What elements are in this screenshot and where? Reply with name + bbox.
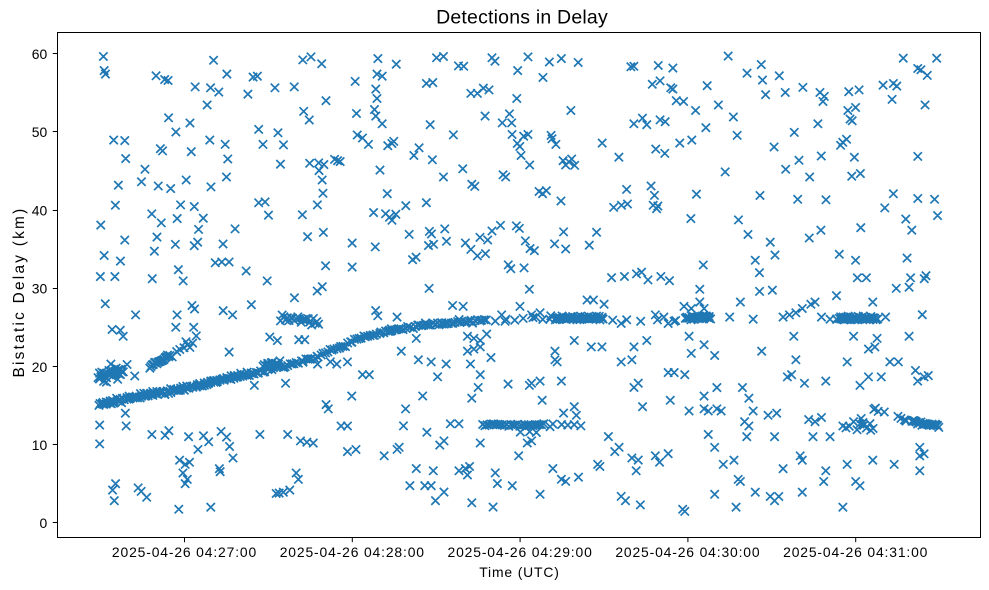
svg-text:2025-04-26 04:30:00: 2025-04-26 04:30:00 bbox=[615, 544, 760, 560]
svg-text:20: 20 bbox=[32, 359, 48, 375]
svg-text:2025-04-26 04:31:00: 2025-04-26 04:31:00 bbox=[783, 544, 928, 560]
svg-text:2025-04-26 04:27:00: 2025-04-26 04:27:00 bbox=[112, 544, 257, 560]
svg-text:Time (UTC): Time (UTC) bbox=[479, 564, 560, 580]
svg-text:60: 60 bbox=[32, 46, 48, 62]
svg-text:Bistatic Delay (km): Bistatic Delay (km) bbox=[11, 206, 28, 377]
svg-text:30: 30 bbox=[32, 281, 48, 297]
svg-text:40: 40 bbox=[32, 202, 48, 218]
svg-text:50: 50 bbox=[32, 124, 48, 140]
svg-text:10: 10 bbox=[32, 437, 48, 453]
svg-text:0: 0 bbox=[39, 515, 47, 531]
svg-text:2025-04-26 04:29:00: 2025-04-26 04:29:00 bbox=[448, 544, 593, 560]
svg-text:2025-04-26 04:28:00: 2025-04-26 04:28:00 bbox=[280, 544, 425, 560]
svg-text:Detections in Delay: Detections in Delay bbox=[436, 7, 608, 29]
